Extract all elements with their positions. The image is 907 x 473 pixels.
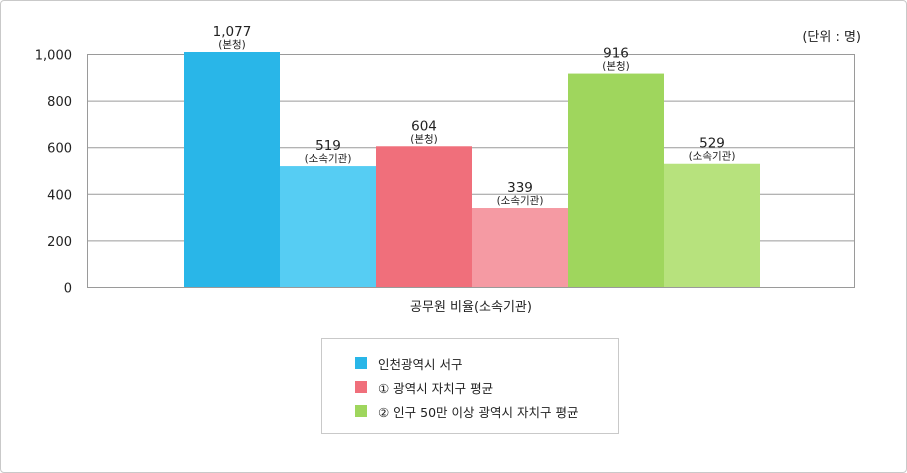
- data-labels: 1,077(본청)519(소속기관)604(본청)339(소속기관)916(본청…: [213, 24, 736, 207]
- bar: [472, 208, 568, 287]
- y-tick-label: 200: [47, 235, 72, 250]
- legend-swatch: [355, 405, 367, 417]
- bar-value-label: 1,077: [213, 24, 252, 40]
- y-tick-label: 1,000: [35, 49, 72, 64]
- bar-sublabel: (소속기관): [689, 151, 736, 163]
- bar: [664, 163, 760, 287]
- legend-item-incheon: 인천광역시 서구: [355, 351, 618, 375]
- x-axis-label: 공무원 비율(소속기관): [410, 300, 532, 315]
- legend-item-large-district-average: ② 인구 50만 이상 광역시 자치구 평균: [355, 399, 618, 423]
- bar-sublabel: (소속기관): [497, 195, 544, 207]
- bar-sublabel: (본청): [218, 39, 246, 51]
- bar-value-label: 916: [603, 46, 629, 62]
- bar-value-label: 339: [507, 180, 533, 196]
- legend-label: 인천광역시 서구: [378, 356, 463, 372]
- y-tick-label: 600: [47, 142, 72, 157]
- bar-value-label: 604: [411, 118, 437, 134]
- bar-sublabel: (소속기관): [305, 153, 352, 165]
- bar-value-label: 529: [699, 136, 725, 152]
- bar: [184, 52, 280, 287]
- bar-sublabel: (본청): [410, 133, 438, 145]
- bar: [568, 73, 664, 288]
- y-axis-ticks: 0 200 400 600 800 1,000: [35, 49, 72, 297]
- bars: [184, 52, 760, 288]
- unit-label: (단위 : 명): [802, 30, 861, 45]
- bar: [376, 146, 472, 287]
- legend-swatch: [355, 357, 367, 369]
- bar-sublabel: (본청): [602, 61, 630, 73]
- y-tick-label: 800: [47, 95, 72, 110]
- legend-label: ② 인구 50만 이상 광역시 자치구 평균: [378, 404, 579, 420]
- y-tick-label: 0: [64, 282, 72, 297]
- legend: 인천광역시 서구 ① 광역시 자치구 평균 ② 인구 50만 이상 광역시 자치…: [321, 338, 619, 434]
- bar-value-label: 519: [315, 138, 341, 154]
- legend-label: ① 광역시 자치구 평균: [378, 380, 494, 396]
- bar: [280, 166, 376, 287]
- legend-swatch: [355, 381, 367, 393]
- legend-item-metro-average: ① 광역시 자치구 평균: [355, 375, 618, 399]
- y-tick-label: 400: [47, 188, 72, 203]
